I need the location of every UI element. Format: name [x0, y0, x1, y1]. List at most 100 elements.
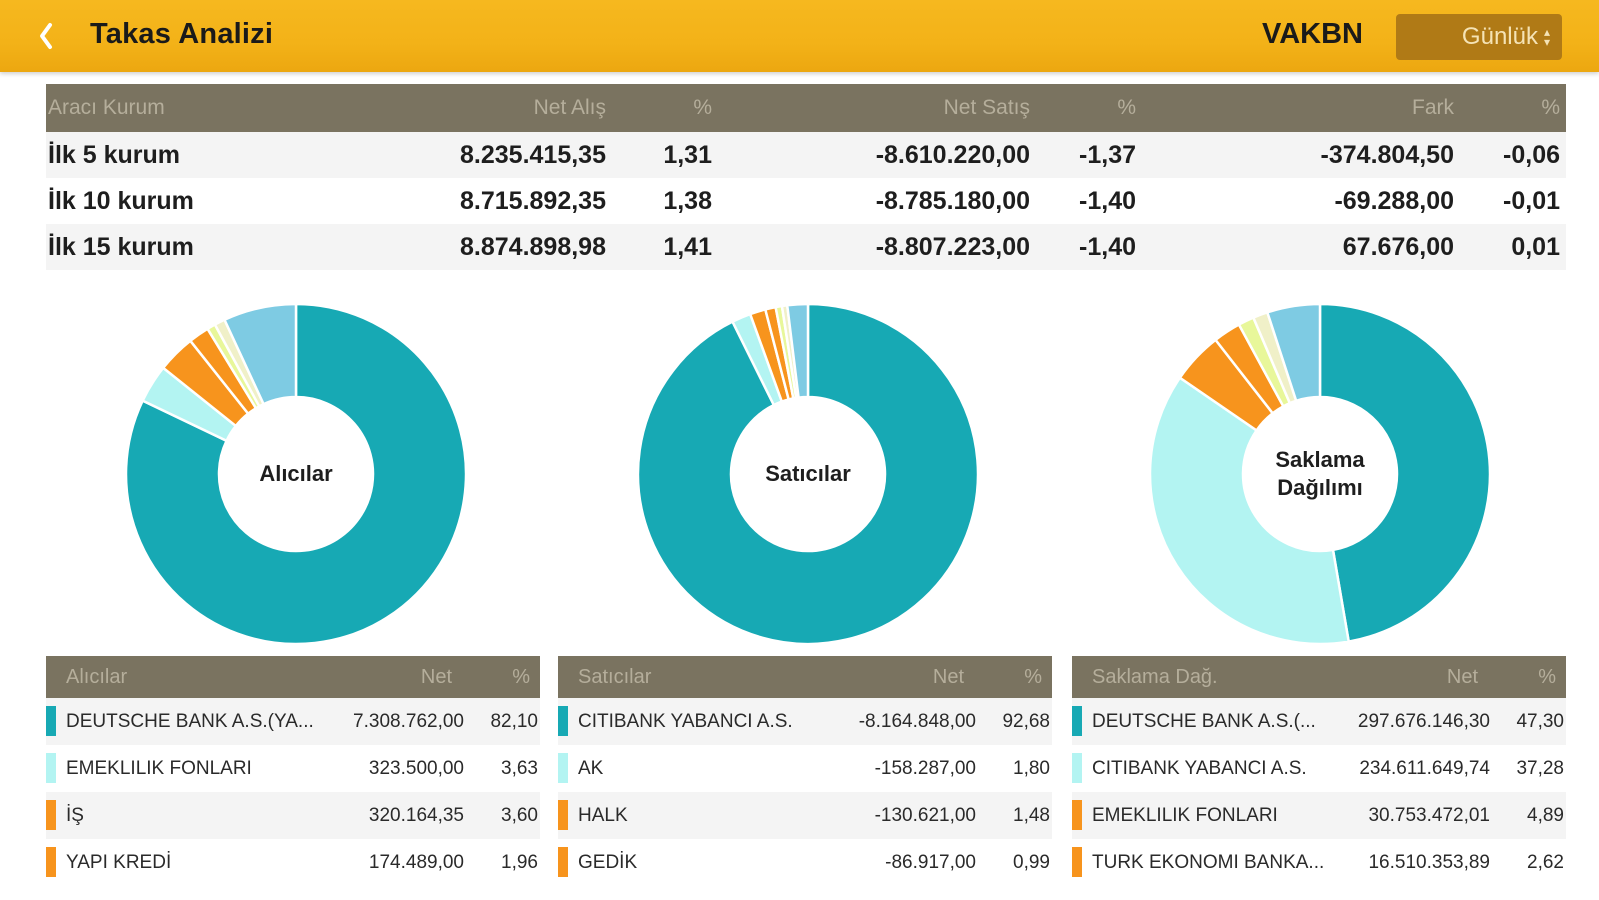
color-swatch	[46, 847, 56, 877]
col-header-name: Satıcılar	[578, 665, 652, 688]
row-name: İŞ	[66, 804, 84, 826]
summary-cell-net-buy: 8.874.898,98	[460, 232, 606, 261]
row-pct: 3,60	[501, 804, 538, 826]
donut-slice[interactable]	[222, 302, 298, 406]
row-pct: 1,96	[501, 851, 538, 873]
color-swatch	[46, 753, 56, 783]
col-header-pct: %	[1024, 665, 1042, 688]
col-header-sell-pct: %	[1117, 96, 1136, 119]
sellers-table-header: Satıcılar Net %	[558, 656, 1052, 698]
color-swatch	[46, 706, 56, 736]
chevron-left-icon	[40, 23, 52, 49]
color-swatch	[558, 706, 568, 736]
summary-cell-buy-pct: 1,38	[663, 186, 712, 215]
donut-slice[interactable]	[1148, 376, 1351, 646]
col-header-name: Saklama Dağ.	[1092, 665, 1218, 688]
donut-slice[interactable]	[1265, 302, 1322, 403]
custody-donut-chart[interactable]: Saklama Dağılımı	[1146, 300, 1494, 648]
buyers-donut-chart[interactable]: Alıcılar	[122, 300, 470, 648]
summary-header-row: Aracı Kurum Net Alış % Net Satış % Fark …	[46, 84, 1566, 132]
col-header-pct: %	[512, 665, 530, 688]
row-name: AK	[578, 757, 604, 779]
row-name: TURK EKONOMI BANKA...	[1092, 851, 1325, 873]
row-name: CITIBANK YABANCI A.S.	[1092, 757, 1307, 779]
summary-cell-net-sell: -8.807.223,00	[875, 232, 1030, 261]
table-row[interactable]: EMEKLILIK FONLARI 30.753.472,01 4,89	[1072, 792, 1566, 839]
row-net: 320.164,35	[368, 804, 464, 826]
row-pct: 1,48	[1013, 804, 1050, 826]
col-header-name: Alıcılar	[66, 665, 128, 688]
sellers-table: Satıcılar Net % CITIBANK YABANCI A.S. -8…	[558, 656, 1052, 886]
row-name: GEDİK	[578, 851, 638, 873]
row-name: DEUTSCHE BANK A.S.(...	[1092, 710, 1316, 732]
table-row[interactable]: HALK -130.621,00 1,48	[558, 792, 1052, 839]
col-header-buy-pct: %	[693, 96, 712, 119]
col-header-diff-pct: %	[1541, 96, 1560, 119]
table-row[interactable]: GEDİK -86.917,00 0,99	[558, 839, 1052, 886]
table-row[interactable]: DEUTSCHE BANK A.S.(... 297.676.146,30 47…	[1072, 698, 1566, 745]
summary-cell-net-buy: 8.235.415,35	[460, 140, 606, 169]
summary-cell-diff-pct: -0,06	[1503, 140, 1560, 169]
row-net: -130.621,00	[874, 804, 976, 826]
buyers-table: Alıcılar Net % DEUTSCHE BANK A.S.(YA... …	[46, 656, 540, 886]
row-name: YAPI KREDİ	[66, 851, 172, 873]
table-row[interactable]: İŞ 320.164,35 3,60	[46, 792, 540, 839]
row-net: 174.489,00	[368, 851, 464, 873]
col-header-broker: Aracı Kurum	[48, 96, 165, 119]
color-swatch	[1072, 706, 1082, 736]
table-row[interactable]: AK -158.287,00 1,80	[558, 745, 1052, 792]
row-name: EMEKLILIK FONLARI	[66, 757, 252, 779]
summary-table: Aracı Kurum Net Alış % Net Satış % Fark …	[46, 84, 1566, 270]
row-pct: 92,68	[1002, 710, 1050, 732]
summary-row[interactable]: İlk 5 kurum 8.235.415,35 1,31 -8.610.220…	[46, 132, 1566, 178]
period-select[interactable]: Günlük ▴ ▾	[1396, 14, 1562, 60]
color-swatch	[46, 800, 56, 830]
summary-cell-diff: -374.804,50	[1320, 140, 1454, 169]
summary-cell-label: İlk 10 kurum	[48, 186, 194, 215]
sellers-donut-chart[interactable]: Satıcılar	[634, 300, 982, 648]
donut-slice[interactable]	[785, 302, 810, 399]
row-pct: 47,30	[1516, 710, 1564, 732]
donut-slice[interactable]	[124, 302, 468, 646]
summary-cell-label: İlk 15 kurum	[48, 232, 194, 261]
summary-cell-diff-pct: 0,01	[1511, 232, 1560, 261]
sellers-donut-svg	[636, 302, 980, 646]
summary-cell-diff-pct: -0,01	[1503, 186, 1560, 215]
summary-cell-buy-pct: 1,31	[663, 140, 712, 169]
col-header-diff: Fark	[1412, 96, 1454, 119]
table-row[interactable]: TURK EKONOMI BANKA... 16.510.353,89 2,62	[1072, 839, 1566, 886]
back-button[interactable]	[28, 14, 64, 58]
summary-row[interactable]: İlk 10 kurum 8.715.892,35 1,38 -8.785.18…	[46, 178, 1566, 224]
summary-row[interactable]: İlk 15 kurum 8.874.898,98 1,41 -8.807.22…	[46, 224, 1566, 270]
summary-cell-sell-pct: -1,37	[1079, 140, 1136, 169]
summary-cell-net-sell: -8.785.180,00	[875, 186, 1030, 215]
table-row[interactable]: YAPI KREDİ 174.489,00 1,96	[46, 839, 540, 886]
color-swatch	[558, 847, 568, 877]
row-pct: 37,28	[1516, 757, 1564, 779]
table-row[interactable]: CITIBANK YABANCI A.S. -8.164.848,00 92,6…	[558, 698, 1052, 745]
row-pct: 3,63	[501, 757, 538, 779]
donut-slice[interactable]	[636, 302, 980, 646]
summary-cell-label: İlk 5 kurum	[48, 140, 180, 169]
col-header-net: Net	[1446, 665, 1478, 688]
top-bar: Takas Analizi VAKBN Günlük ▴ ▾	[0, 0, 1599, 72]
buyers-donut-svg	[124, 302, 468, 646]
summary-cell-buy-pct: 1,41	[663, 232, 712, 261]
color-swatch	[1072, 847, 1082, 877]
color-swatch	[558, 753, 568, 783]
updown-arrows-icon: ▴ ▾	[1543, 25, 1550, 49]
table-row[interactable]: EMEKLILIK FONLARI 323.500,00 3,63	[46, 745, 540, 792]
color-swatch	[1072, 800, 1082, 830]
col-header-net-sell: Net Satış	[943, 96, 1030, 119]
table-row[interactable]: CITIBANK YABANCI A.S. 234.611.649,74 37,…	[1072, 745, 1566, 792]
row-net: 7.308.762,00	[353, 710, 464, 732]
row-name: EMEKLILIK FONLARI	[1092, 804, 1278, 826]
table-row[interactable]: DEUTSCHE BANK A.S.(YA... 7.308.762,00 82…	[46, 698, 540, 745]
donut-slice[interactable]	[1318, 302, 1492, 644]
page-title: Takas Analizi	[90, 18, 274, 50]
row-net: 30.753.472,01	[1368, 804, 1490, 826]
col-header-net-buy: Net Alış	[533, 96, 606, 119]
row-net: 323.500,00	[368, 757, 464, 779]
row-name: HALK	[578, 804, 628, 826]
summary-cell-sell-pct: -1,40	[1079, 232, 1136, 261]
